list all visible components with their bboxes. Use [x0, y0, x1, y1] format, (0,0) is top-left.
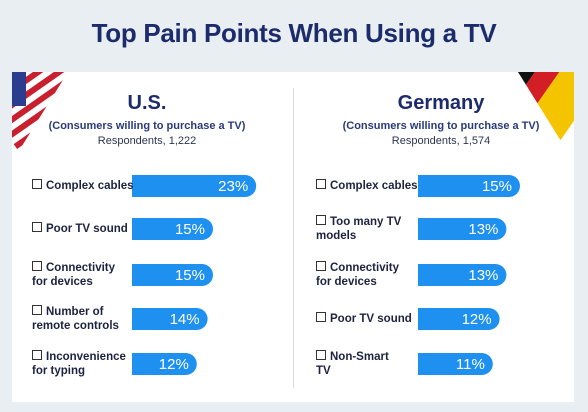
checkbox-icon — [316, 215, 326, 225]
us-heading: U.S. — [127, 92, 167, 114]
category-text: Inconvenience for typing — [32, 351, 126, 377]
panel-divider — [293, 88, 294, 388]
us-category-label-4: Inconvenience for typing — [32, 350, 126, 378]
us-value-label-2: 15% — [175, 267, 205, 284]
us-bar-0 — [132, 175, 257, 197]
us-respondents: Respondents, 1,222 — [97, 135, 197, 147]
germany-respondents: Respondents, 1,574 — [391, 135, 491, 147]
checkbox-icon — [32, 305, 42, 315]
germany-value-label-4: 11% — [456, 356, 485, 373]
category-text: Non-Smart TV — [316, 351, 389, 377]
checkbox-icon — [316, 350, 326, 360]
category-text: Too many TV models — [316, 216, 402, 242]
germany-flag-icon — [518, 72, 574, 162]
germany-category-label-3: Poor TV sound — [316, 312, 412, 326]
category-text: Number of remote controls — [32, 306, 119, 332]
germany-value-label-0: 15% — [482, 178, 512, 195]
germany-bar-1 — [418, 218, 507, 240]
us-value-label-4: 12% — [159, 356, 189, 373]
checkbox-icon — [32, 350, 42, 360]
checkbox-icon — [32, 222, 42, 232]
category-text: Poor TV sound — [330, 313, 412, 325]
us-bar-4 — [132, 353, 197, 375]
checkbox-icon — [316, 179, 326, 189]
germany-bar-4 — [418, 353, 493, 375]
germany-category-label-1: Too many TV models — [316, 215, 401, 243]
us-flag-icon — [12, 72, 68, 162]
germany-category-label-0: Complex cables — [316, 179, 418, 193]
us-category-label-0: Complex cables — [32, 179, 134, 193]
checkbox-icon — [32, 179, 42, 189]
germany-bar-0 — [418, 175, 520, 197]
germany-value-label-2: 13% — [468, 267, 498, 284]
us-category-label-3: Number of remote controls — [32, 305, 119, 333]
germany-bar-2 — [418, 264, 507, 286]
us-category-label-1: Poor TV sound — [32, 222, 128, 236]
germany-value-label-1: 13% — [468, 221, 498, 238]
category-text: Complex cables — [330, 180, 418, 192]
germany-category-label-2: Connectivity for devices — [316, 261, 399, 289]
checkbox-icon — [316, 261, 326, 271]
us-value-label-0: 23% — [218, 178, 248, 195]
us-category-label-2: Connectivity for devices — [32, 261, 115, 289]
us-bar-2 — [132, 264, 213, 286]
us-value-label-3: 14% — [170, 311, 200, 328]
checkbox-icon — [316, 312, 326, 322]
category-text: Connectivity for devices — [316, 262, 400, 288]
category-text: Complex cables — [46, 180, 134, 192]
page-title: Top Pain Points When Using a TV — [91, 18, 497, 48]
germany-subtitle: (Consumers willing to purchase a TV) — [342, 120, 540, 132]
us-bar-1 — [132, 218, 213, 240]
us-value-label-1: 15% — [175, 221, 205, 238]
checkbox-icon — [32, 261, 42, 271]
us-subtitle: (Consumers willing to purchase a TV) — [48, 120, 246, 132]
germany-value-label-3: 12% — [462, 311, 492, 328]
germany-category-label-4: Non-Smart TV — [316, 350, 389, 378]
us-bar-3 — [132, 308, 208, 330]
germany-heading: Germany — [397, 92, 485, 114]
category-text: Poor TV sound — [46, 223, 128, 235]
category-text: Connectivity for devices — [32, 262, 116, 288]
germany-bar-3 — [418, 308, 500, 330]
